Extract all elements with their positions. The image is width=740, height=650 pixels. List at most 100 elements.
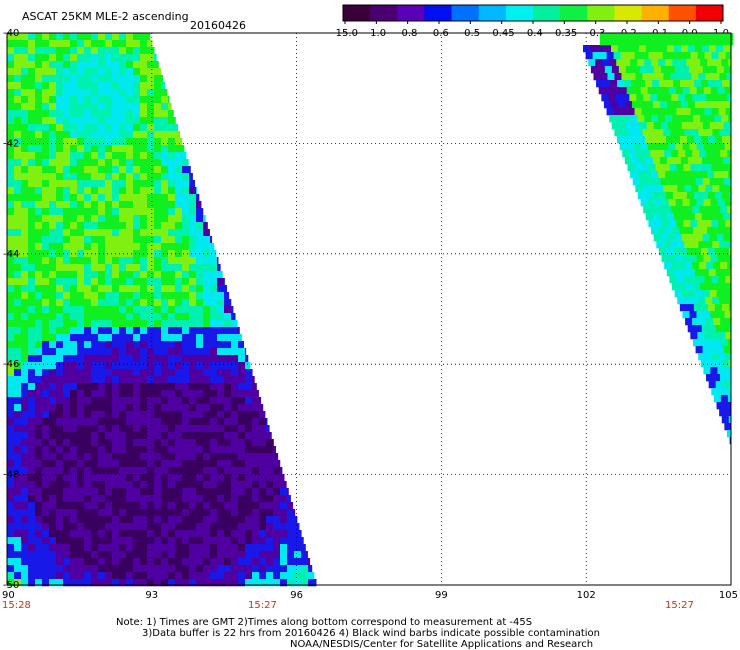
wind-cell (168, 320, 176, 328)
wind-cell (91, 103, 99, 111)
wind-cell (667, 122, 676, 130)
wind-cell (210, 348, 218, 356)
wind-cell (7, 390, 15, 398)
wind-cell (105, 327, 113, 335)
wind-cell (91, 236, 99, 244)
wind-cell (210, 453, 218, 461)
wind-cell (56, 544, 64, 552)
wind-cell (105, 523, 113, 531)
wind-cell (70, 292, 78, 300)
wind-cell (168, 397, 176, 405)
wind-cell (224, 579, 232, 587)
wind-cell (35, 271, 43, 279)
wind-cell (210, 495, 218, 503)
wind-cell (140, 124, 148, 132)
wind-cell (287, 537, 295, 545)
wind-cell (721, 360, 730, 368)
wind-cell (133, 89, 141, 97)
wind-cell (182, 327, 190, 335)
wind-cell (715, 213, 724, 221)
wind-cell (196, 481, 204, 489)
wind-cell (35, 516, 43, 524)
wind-cell (98, 495, 106, 503)
wind-cell (182, 306, 190, 314)
wind-cell (708, 213, 717, 221)
wind-cell (189, 537, 197, 545)
wind-cell (161, 299, 169, 307)
wind-cell (189, 334, 197, 342)
wind-cell (259, 572, 267, 580)
wind-cell (7, 264, 15, 272)
wind-cell (161, 264, 169, 272)
wind-cell (147, 383, 155, 391)
wind-cell (725, 388, 732, 396)
wind-cell (175, 278, 183, 286)
wind-cell (42, 110, 50, 118)
wind-cell (119, 278, 127, 286)
wind-cell (14, 572, 22, 580)
latitude-label: -50 (3, 580, 19, 591)
wind-cell (604, 66, 613, 74)
wind-cell (28, 530, 36, 538)
wind-cell (70, 257, 78, 265)
wind-cell (161, 516, 169, 524)
wind-cell (252, 460, 260, 468)
wind-cell (126, 110, 134, 118)
wind-cell (14, 159, 22, 167)
wind-cell (84, 411, 92, 419)
wind-cell (140, 495, 148, 503)
wind-cell (603, 101, 612, 109)
wind-cell (112, 523, 120, 531)
wind-cell (35, 292, 43, 300)
wind-cell (168, 292, 176, 300)
wind-cell (42, 439, 50, 447)
wind-cell (56, 47, 64, 55)
wind-cell (56, 145, 64, 153)
wind-cell (14, 341, 22, 349)
wind-cell (42, 243, 50, 251)
wind-cell (679, 192, 688, 200)
wind-cell (140, 383, 148, 391)
wind-cell (7, 481, 15, 489)
wind-cell (245, 348, 247, 356)
wind-cell (694, 213, 703, 221)
wind-cell (712, 353, 720, 361)
wind-cell (679, 115, 687, 123)
wind-cell (642, 73, 650, 81)
wind-cell (28, 390, 36, 398)
wind-cell (105, 418, 113, 426)
wind-cell (140, 173, 148, 181)
wind-cell (642, 33, 650, 41)
wind-cell (694, 136, 702, 144)
wind-cell (182, 390, 190, 398)
wind-cell (665, 115, 673, 123)
wind-cell (154, 166, 162, 174)
wind-cell (49, 285, 57, 293)
wind-cell (91, 453, 99, 461)
wind-cell (653, 122, 662, 130)
wind-cell (210, 362, 218, 370)
wind-cell (133, 82, 141, 90)
wind-cell (695, 178, 704, 186)
wind-cell (21, 96, 29, 104)
wind-cell (175, 530, 183, 538)
wind-cell (182, 383, 190, 391)
wind-cell (648, 164, 656, 172)
wind-cell (126, 173, 134, 181)
wind-cell (210, 411, 218, 419)
wind-cell (70, 313, 78, 321)
wind-cell (245, 390, 253, 398)
wind-cell (161, 467, 169, 475)
wind-cell (154, 460, 162, 468)
wind-cell (686, 192, 695, 200)
wind-cell (624, 80, 632, 88)
wind-cell (133, 572, 141, 580)
wind-cell (105, 488, 113, 496)
wind-cell (91, 131, 99, 139)
wind-cell (715, 101, 724, 109)
wind-cell (84, 208, 92, 216)
wind-cell (684, 33, 692, 41)
wind-cell (182, 488, 190, 496)
wind-cell (210, 516, 218, 524)
wind-cell (112, 47, 120, 55)
